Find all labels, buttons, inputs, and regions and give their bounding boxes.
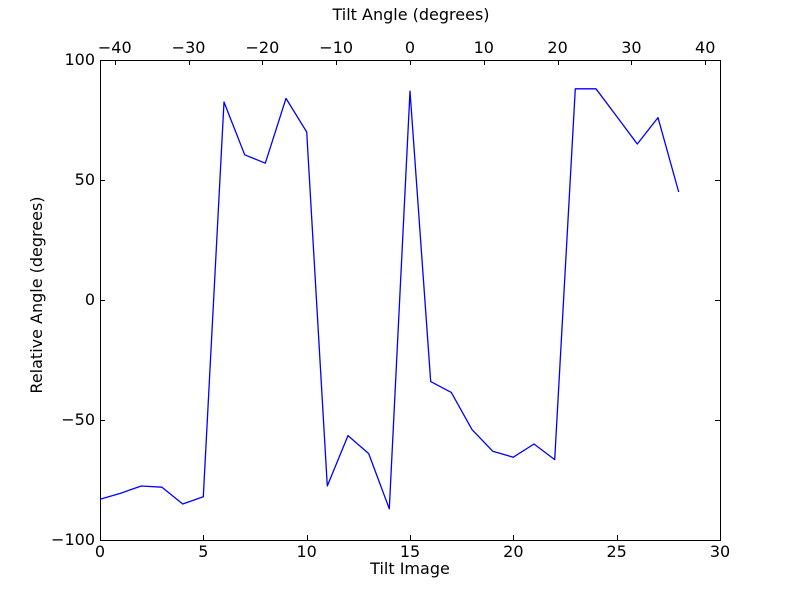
x-tick-label: 5: [198, 542, 209, 561]
y-tick-label: 0: [84, 290, 95, 309]
top-tick-label: 40: [695, 38, 716, 57]
x-tick-label: 25: [606, 542, 627, 561]
top-tick-label: 20: [547, 38, 568, 57]
top-axis-label: Tilt Angle (degrees): [332, 5, 490, 24]
top-tick-label: −40: [97, 38, 132, 57]
x-axis-label: Tilt Image: [370, 559, 450, 578]
plot-frame: [100, 60, 721, 541]
y-tick-label: −100: [51, 530, 95, 549]
top-tick-label: 10: [473, 38, 494, 57]
top-tick-label: 30: [621, 38, 642, 57]
y-tick-label: −50: [61, 410, 95, 429]
x-tick-label: 15: [399, 542, 421, 561]
y-tick-label: 100: [64, 50, 95, 69]
x-tick-label: 20: [503, 542, 524, 561]
data-line-relative-angle-vs-tilt-image: [99, 88, 680, 510]
x-tick-label: 30: [709, 542, 731, 561]
top-tick-label: −10: [319, 38, 354, 57]
top-tick-label: 0: [404, 38, 416, 57]
y-tick-label: 50: [74, 170, 95, 189]
x-tick-label: 10: [296, 542, 317, 561]
y-axis-label: Relative Angle (degrees): [27, 196, 46, 394]
top-tick-label: −30: [171, 38, 206, 57]
x-tick-label: 0: [94, 542, 106, 561]
top-tick-label: −20: [245, 38, 280, 57]
